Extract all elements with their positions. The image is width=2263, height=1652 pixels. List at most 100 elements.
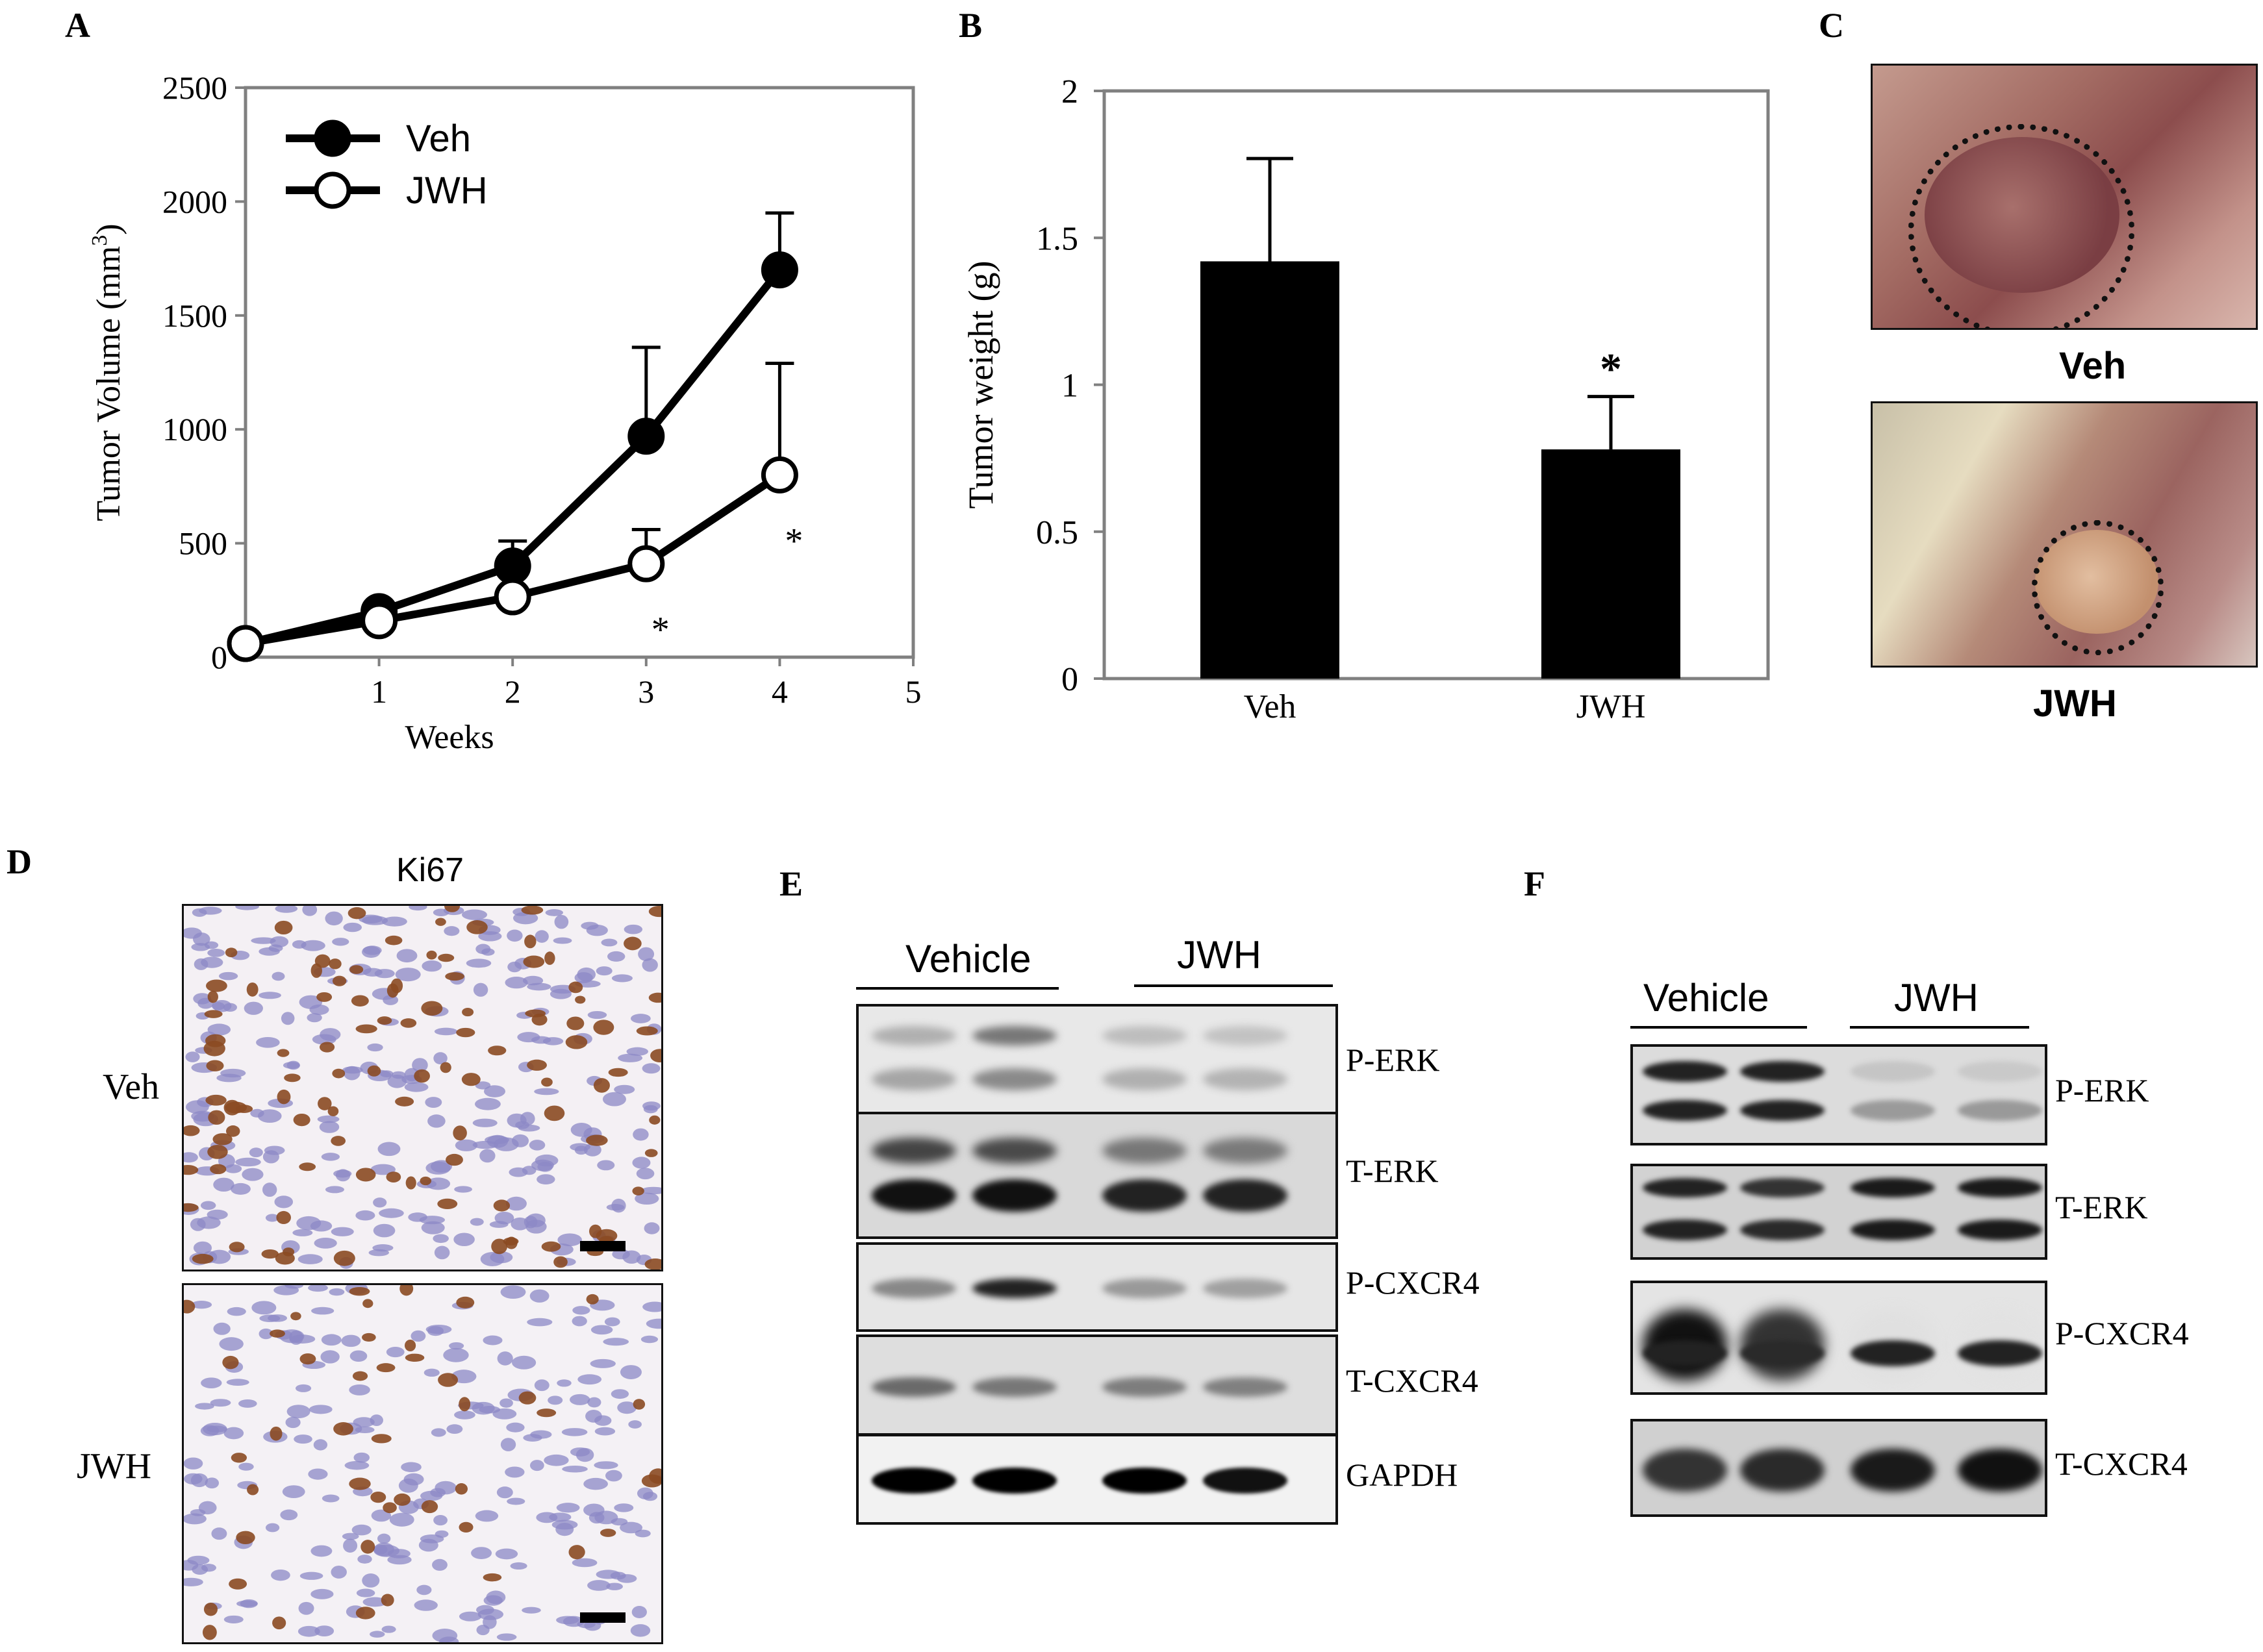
blot-band	[1643, 1100, 1727, 1121]
nucleus	[640, 1186, 661, 1195]
nucleus	[642, 1063, 661, 1074]
ki67-positive-nucleus	[453, 1125, 467, 1141]
nucleus	[321, 1153, 340, 1161]
nucleus	[205, 1477, 220, 1489]
nucleus	[454, 1410, 475, 1420]
blot-strip-t-erk	[856, 1112, 1338, 1239]
blot-band	[1203, 1068, 1287, 1090]
nucleus	[524, 1216, 538, 1229]
ki67-positive-nucleus	[360, 1540, 375, 1554]
blot-strip-t-cxcr4	[1630, 1419, 2047, 1517]
nucleus	[483, 1615, 497, 1629]
blot-band	[1643, 1220, 1727, 1240]
panel-label-b: B	[959, 6, 983, 45]
ki67-positive-nucleus	[523, 955, 545, 968]
ki67-positive-nucleus	[568, 981, 583, 994]
ki67-positive-nucleus	[205, 1034, 226, 1047]
ki67-positive-nucleus	[329, 958, 342, 970]
ki67-positive-nucleus	[276, 1210, 291, 1225]
nucleus	[548, 1395, 563, 1405]
nucleus	[490, 1251, 513, 1264]
nucleus	[351, 1524, 372, 1536]
nucleus	[425, 1177, 451, 1190]
y-tick-label: 500	[179, 525, 227, 562]
panel-label-d: D	[6, 842, 32, 881]
y-tick-label: 0	[1061, 661, 1078, 698]
nucleus	[424, 1368, 440, 1377]
y-tick-label: 2	[1061, 73, 1078, 110]
y-axis-label: Tumor Volume (mm3)	[88, 223, 127, 521]
nucleus	[635, 1529, 651, 1538]
legend-label: Veh	[406, 118, 471, 160]
blot-row-label: P-ERK	[1346, 1042, 1440, 1078]
nucleus	[496, 1486, 513, 1499]
nucleus	[213, 1322, 231, 1335]
ki67-positive-nucleus	[332, 975, 347, 986]
nucleus	[556, 1503, 580, 1513]
nucleus	[325, 1186, 344, 1194]
nucleus	[643, 1105, 658, 1114]
nucleus	[412, 1058, 428, 1073]
blot-band	[1958, 1061, 2042, 1082]
nucleus	[319, 1121, 340, 1133]
nucleus	[370, 1631, 385, 1638]
ki67-positive-nucleus	[202, 1625, 217, 1640]
ki67-positive-nucleus	[319, 1042, 335, 1053]
nucleus	[605, 1470, 622, 1482]
ki67-positive-nucleus	[318, 1097, 332, 1110]
nucleus	[401, 1462, 422, 1472]
blot-band	[972, 1026, 1057, 1045]
ki67-positive-nucleus	[541, 1077, 553, 1087]
blot-band	[1851, 1061, 1935, 1082]
blot-band	[1740, 1449, 1825, 1492]
ki67-positive-nucleus	[236, 1531, 255, 1544]
nucleus	[285, 1416, 301, 1429]
nucleus	[557, 1379, 572, 1387]
ki67-positive-nucleus	[544, 1105, 565, 1121]
blot-band	[1851, 1449, 1935, 1492]
blot-row-label: P-CXCR4	[2055, 1315, 2189, 1351]
nucleus	[628, 1420, 642, 1429]
ki67-positive-nucleus	[531, 1013, 548, 1026]
blot-band	[872, 1068, 956, 1090]
nucleus	[256, 1036, 280, 1048]
blot-band	[1851, 1178, 1935, 1197]
nucleus	[271, 1569, 290, 1581]
nucleus	[368, 1249, 389, 1257]
nucleus	[367, 1043, 383, 1052]
nucleus	[185, 1100, 209, 1114]
blot-band	[1740, 1178, 1825, 1197]
ki67-positive-nucleus	[624, 936, 642, 951]
ki67-positive-nucleus	[491, 1238, 508, 1255]
nucleus	[250, 1108, 264, 1118]
nucleus	[601, 938, 618, 947]
nucleus	[631, 1014, 651, 1023]
ki67-positive-nucleus	[537, 1408, 557, 1418]
nucleus	[404, 1082, 429, 1092]
nucleus	[425, 1324, 452, 1334]
ki67-positive-nucleus	[283, 1247, 295, 1257]
blot-band	[1851, 1220, 1935, 1240]
nucleus	[272, 971, 285, 981]
ki67-positive-nucleus	[261, 1249, 279, 1259]
y-tick-label: 1000	[162, 411, 227, 447]
blot-band	[1102, 1468, 1187, 1494]
ki67-positive-nucleus	[437, 1198, 458, 1210]
nucleus	[391, 1071, 406, 1079]
ki67-positive-nucleus	[270, 1329, 285, 1338]
ki67-positive-nucleus	[314, 954, 331, 968]
nucleus	[235, 906, 259, 910]
nucleus	[235, 1157, 261, 1167]
nucleus	[344, 1460, 370, 1470]
nucleus	[310, 1545, 333, 1557]
nucleus	[342, 1066, 363, 1074]
blot-band	[1203, 1377, 1287, 1397]
nucleus	[377, 1142, 401, 1157]
ki67-positive-nucleus	[205, 979, 227, 992]
blot-band	[1102, 1179, 1187, 1212]
blot-strip-p-cxcr4	[1630, 1281, 2047, 1395]
nucleus	[184, 1513, 207, 1525]
nucleus	[590, 1358, 616, 1368]
nucleus	[357, 1555, 372, 1564]
nucleus	[396, 949, 418, 963]
